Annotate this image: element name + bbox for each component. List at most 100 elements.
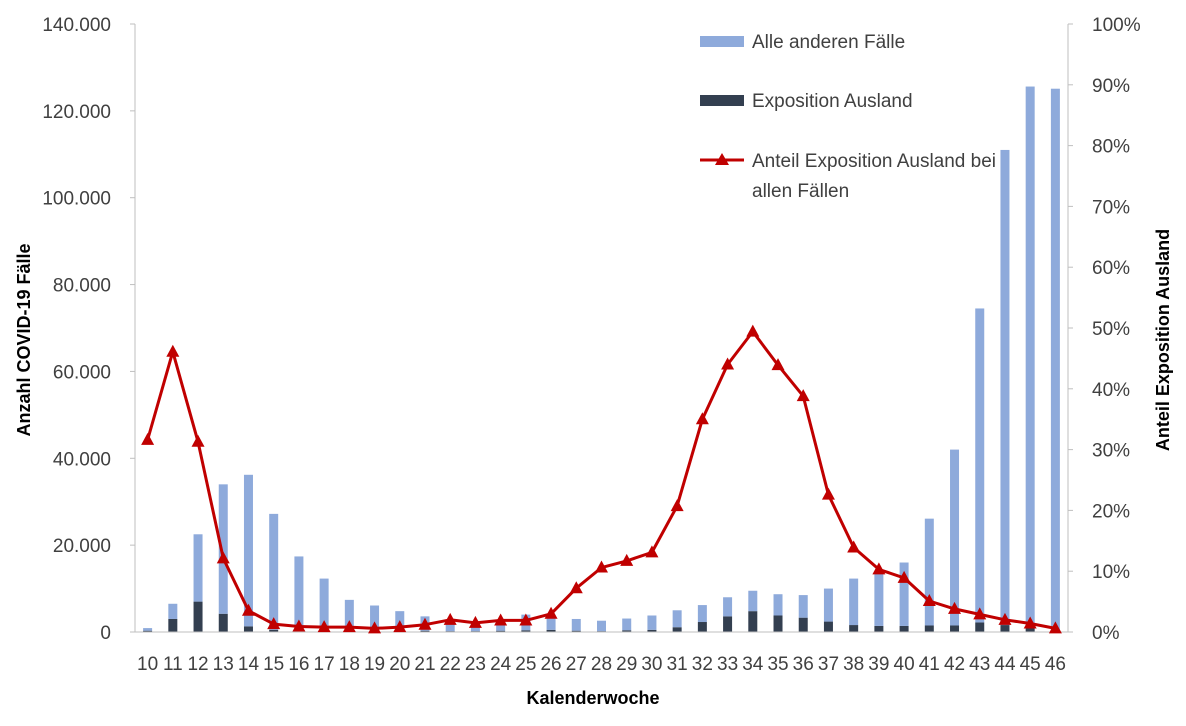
bar-other-kw42 xyxy=(950,450,959,626)
bar-abroad-kw44 xyxy=(1000,625,1009,632)
x-tick-label: 22 xyxy=(440,654,461,675)
bar-abroad-kw39 xyxy=(874,626,883,632)
bar-other-kw37 xyxy=(824,589,833,622)
bar-other-kw30 xyxy=(647,615,656,629)
share-point-kw12 xyxy=(192,435,205,447)
x-tick-label: 35 xyxy=(767,654,788,675)
y2-tick-label: 80% xyxy=(1092,137,1130,158)
x-tick-label: 30 xyxy=(641,654,662,675)
x-tick-label: 24 xyxy=(490,654,512,675)
y2-tick-label: 60% xyxy=(1092,258,1130,279)
y-tick-label: 140.000 xyxy=(42,15,111,36)
legend-label-share-line-2: allen Fällen xyxy=(752,181,849,202)
x-tick-label: 21 xyxy=(414,654,435,675)
x-axis-title: Kalenderwoche xyxy=(526,688,659,708)
y2-tick-label: 40% xyxy=(1092,380,1130,401)
x-tick-label: 39 xyxy=(868,654,889,675)
y-tick-label: 40.000 xyxy=(53,449,111,470)
y2-tick-label: 0% xyxy=(1092,623,1120,644)
bar-other-kw46 xyxy=(1051,89,1060,631)
share-point-kw32 xyxy=(696,412,709,424)
bar-abroad-kw40 xyxy=(900,626,909,632)
x-tick-label: 43 xyxy=(969,654,990,675)
y2-tick-label: 90% xyxy=(1092,76,1130,97)
share-point-kw34 xyxy=(746,325,759,337)
legend-label-abroad: Exposition Ausland xyxy=(752,91,913,112)
x-tick-label: 20 xyxy=(389,654,410,675)
bar-other-kw36 xyxy=(799,595,808,618)
x-tick-label: 11 xyxy=(163,654,183,675)
y-tick-label: 20.000 xyxy=(53,536,111,557)
x-tick-label: 31 xyxy=(667,654,688,675)
bar-abroad-kw12 xyxy=(194,602,203,632)
bar-other-kw15 xyxy=(269,514,278,630)
x-tick-label: 32 xyxy=(692,654,713,675)
legend: Alle anderen Fälle Exposition Ausland An… xyxy=(700,32,996,202)
y-tick-label: 0 xyxy=(100,623,111,644)
bar-abroad-kw31 xyxy=(673,627,682,632)
x-tick-label: 37 xyxy=(818,654,839,675)
y-tick-label: 100.000 xyxy=(42,189,111,210)
bar-abroad-kw43 xyxy=(975,622,984,632)
share-point-kw37 xyxy=(822,488,835,500)
bar-other-kw28 xyxy=(597,621,606,631)
x-tick-label: 38 xyxy=(843,654,864,675)
x-tick-label: 13 xyxy=(213,654,234,675)
y2-tick-label: 20% xyxy=(1092,501,1130,522)
bar-abroad-kw37 xyxy=(824,622,833,632)
x-tick-label: 12 xyxy=(187,654,208,675)
bar-other-kw43 xyxy=(975,308,984,622)
x-tick-label: 46 xyxy=(1045,654,1066,675)
bar-abroad-kw42 xyxy=(950,625,959,632)
x-tick-label: 41 xyxy=(919,654,940,675)
line-layer xyxy=(141,325,1062,634)
x-tick-label: 25 xyxy=(515,654,536,675)
bar-other-kw39 xyxy=(874,573,883,626)
bar-other-kw31 xyxy=(673,610,682,627)
bar-other-kw12 xyxy=(194,534,203,601)
bar-abroad-kw36 xyxy=(799,618,808,632)
bar-abroad-kw35 xyxy=(774,615,783,632)
x-tick-label: 14 xyxy=(238,654,260,675)
share-point-kw31 xyxy=(671,499,684,511)
x-tick-label: 44 xyxy=(994,654,1016,675)
y-tick-label: 80.000 xyxy=(53,276,111,297)
bar-other-kw45 xyxy=(1026,87,1035,626)
x-tick-label: 40 xyxy=(894,654,915,675)
bar-abroad-kw32 xyxy=(698,622,707,632)
y-tick-label: 60.000 xyxy=(53,362,111,383)
share-point-kw10 xyxy=(141,433,154,445)
bar-other-kw33 xyxy=(723,597,732,616)
legend-swatch-abroad xyxy=(700,95,744,106)
x-tick-label: 16 xyxy=(288,654,309,675)
y2-tick-label: 100% xyxy=(1092,15,1141,36)
bar-other-kw10 xyxy=(143,628,152,631)
bar-abroad-kw34 xyxy=(748,611,757,632)
x-tick-label: 45 xyxy=(1020,654,1041,675)
bar-other-kw38 xyxy=(849,579,858,625)
bar-abroad-kw41 xyxy=(925,625,934,632)
bar-other-kw41 xyxy=(925,519,934,626)
x-tick-label: 33 xyxy=(717,654,738,675)
y-axis-title: Anzahl COVID-19 Fälle xyxy=(14,243,34,436)
bar-other-kw44 xyxy=(1000,150,1009,625)
bar-abroad-kw38 xyxy=(849,625,858,632)
y2-tick-label: 50% xyxy=(1092,319,1130,340)
x-tick-label: 36 xyxy=(793,654,814,675)
bar-abroad-kw11 xyxy=(168,619,177,632)
legend-swatch-other-cases xyxy=(700,36,744,47)
share-point-kw11 xyxy=(166,345,179,357)
share-point-kw14 xyxy=(242,604,255,616)
x-tick-label: 27 xyxy=(566,654,587,675)
bar-other-kw26 xyxy=(547,618,556,630)
x-tick-label: 28 xyxy=(591,654,612,675)
x-tick-label: 15 xyxy=(263,654,284,675)
bar-other-kw29 xyxy=(622,619,631,631)
x-tick-label: 10 xyxy=(137,654,158,675)
legend-label-other-cases: Alle anderen Fälle xyxy=(752,32,905,53)
y2-tick-label: 30% xyxy=(1092,441,1130,462)
share-point-kw13 xyxy=(217,551,230,563)
bar-other-kw27 xyxy=(572,619,581,631)
